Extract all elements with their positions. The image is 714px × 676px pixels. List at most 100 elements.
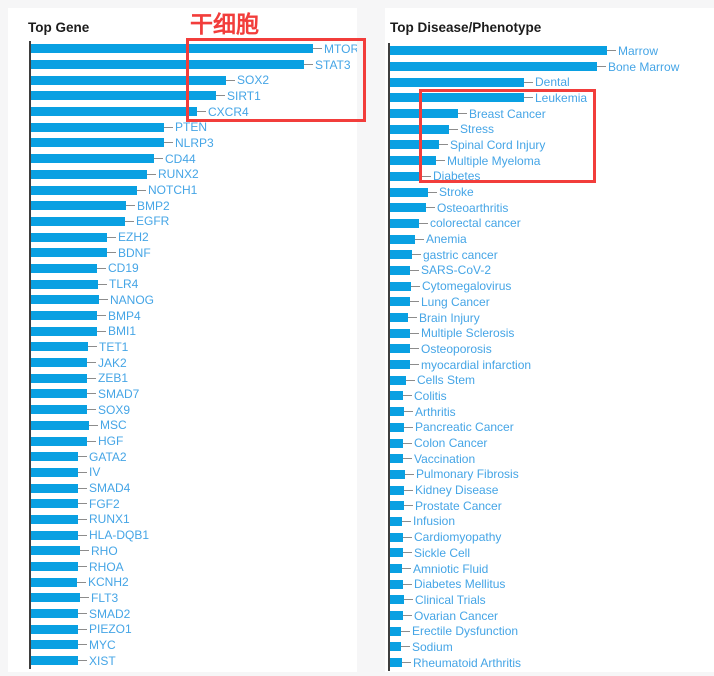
bar[interactable] [31, 44, 313, 54]
bar-label[interactable]: colorectal cancer [430, 216, 521, 231]
bar[interactable] [390, 281, 411, 291]
bar-label[interactable]: NLRP3 [175, 135, 214, 150]
bar-label[interactable]: SOX2 [237, 73, 270, 88]
bar-label[interactable]: Kidney Disease [415, 483, 499, 498]
bar[interactable] [31, 624, 78, 634]
bar[interactable] [390, 140, 439, 150]
bar-label[interactable]: Brain Injury [419, 310, 480, 325]
bar-label[interactable]: Lung Cancer [421, 294, 490, 309]
bar-label[interactable]: HLA-DQB1 [89, 528, 150, 543]
bar-label[interactable]: gastric cancer [423, 247, 498, 262]
bar-label[interactable]: RHO [91, 543, 118, 558]
bar[interactable] [31, 185, 137, 195]
bar-label[interactable]: Osteoarthritis [437, 200, 509, 215]
bar-label[interactable]: RHOA [89, 559, 124, 574]
bar-label[interactable]: Colitis [414, 388, 447, 403]
bar[interactable] [390, 328, 410, 338]
bar-label[interactable]: PTEN [175, 120, 208, 135]
bar-label[interactable]: SOX9 [98, 402, 131, 417]
bar-label[interactable]: ZEB1 [98, 371, 129, 386]
bar-label[interactable]: PIEZO1 [89, 622, 132, 637]
bar[interactable] [31, 373, 87, 383]
bar-label[interactable]: STAT3 [315, 57, 351, 72]
bar[interactable] [31, 530, 78, 540]
bar-label[interactable]: Stroke [439, 185, 474, 200]
bar[interactable] [31, 514, 78, 524]
bar[interactable] [390, 454, 403, 464]
bar[interactable] [390, 626, 401, 636]
bar-label[interactable]: FLT3 [91, 590, 119, 605]
bar-label[interactable]: BMI1 [108, 324, 137, 339]
bar-label[interactable]: Pulmonary Fibrosis [416, 467, 519, 482]
bar-label[interactable]: BMP2 [137, 198, 170, 213]
bar-label[interactable]: Breast Cancer [469, 106, 546, 121]
bar[interactable] [31, 436, 87, 446]
bar[interactable] [31, 342, 88, 352]
bar[interactable] [390, 156, 436, 166]
bar-label[interactable]: GATA2 [89, 449, 127, 464]
bar-label[interactable]: KCNH2 [88, 575, 129, 590]
bar-label[interactable]: Marrow [618, 43, 659, 58]
bar[interactable] [390, 124, 449, 134]
bar[interactable] [390, 438, 403, 448]
bar[interactable] [31, 389, 87, 399]
bar[interactable] [31, 295, 99, 305]
bar[interactable] [390, 62, 597, 72]
bar-label[interactable]: Diabetes Mellitus [414, 577, 506, 592]
bar-label[interactable]: myocardial infarction [421, 357, 532, 372]
bar[interactable] [390, 516, 402, 526]
bar-label[interactable]: CXCR4 [208, 104, 249, 119]
bar-label[interactable]: Stress [460, 122, 495, 137]
bar[interactable] [31, 640, 78, 650]
bar-label[interactable]: XIST [89, 653, 116, 668]
bar[interactable] [31, 326, 97, 336]
bar-label[interactable]: CD19 [108, 261, 139, 276]
bar-label[interactable]: SMAD4 [89, 481, 131, 496]
bar[interactable] [31, 138, 164, 148]
bar-label[interactable]: NOTCH1 [148, 183, 198, 198]
bar[interactable] [390, 313, 408, 323]
bar[interactable] [31, 405, 87, 415]
bar[interactable] [390, 579, 403, 589]
bar-label[interactable]: TET1 [99, 339, 129, 354]
bar-label[interactable]: SARS-CoV-2 [421, 263, 492, 278]
bar-label[interactable]: Anemia [426, 232, 467, 247]
bar[interactable] [390, 344, 410, 354]
bar[interactable] [31, 248, 107, 258]
bar-label[interactable]: CD44 [165, 151, 196, 166]
bar-label[interactable]: Cells Stem [417, 373, 476, 388]
bar[interactable] [390, 642, 401, 652]
bar[interactable] [31, 577, 77, 587]
bar[interactable] [390, 564, 402, 574]
bar-label[interactable]: Ovarian Cancer [414, 608, 499, 623]
bar[interactable] [31, 562, 78, 572]
bar-label[interactable]: MTOR [324, 41, 357, 56]
bar-label[interactable]: Multiple Myeloma [447, 153, 541, 168]
bar[interactable] [390, 187, 428, 197]
bar[interactable] [31, 91, 216, 101]
bar-label[interactable]: Amniotic Fluid [413, 561, 489, 576]
bar[interactable] [390, 46, 607, 56]
bar[interactable] [390, 297, 410, 307]
bar-label[interactable]: Vaccination [414, 451, 476, 466]
bar-label[interactable]: BDNF [118, 245, 151, 260]
bar-label[interactable]: MYC [89, 637, 116, 652]
bar-label[interactable]: Colon Cancer [414, 436, 488, 451]
bar[interactable] [31, 60, 304, 70]
bar-label[interactable]: Pancreatic Cancer [415, 420, 514, 435]
bar-label[interactable]: HGF [98, 434, 124, 449]
bar-label[interactable]: RUNX1 [89, 512, 130, 527]
bar-label[interactable]: TLR4 [109, 277, 139, 292]
bar[interactable] [390, 611, 403, 621]
bar-label[interactable]: Rheumatoid Arthritis [413, 655, 522, 670]
bar-label[interactable]: Spinal Cord Injury [450, 137, 546, 152]
bar[interactable] [31, 279, 98, 289]
bar[interactable] [390, 109, 458, 119]
bar-label[interactable]: Sickle Cell [414, 545, 471, 560]
bar[interactable] [390, 422, 404, 432]
bar-label[interactable]: BMP4 [108, 308, 141, 323]
bar[interactable] [31, 107, 197, 117]
bar[interactable] [390, 218, 419, 228]
bar-label[interactable]: RUNX2 [158, 167, 199, 182]
bar-label[interactable]: IV [89, 465, 101, 480]
